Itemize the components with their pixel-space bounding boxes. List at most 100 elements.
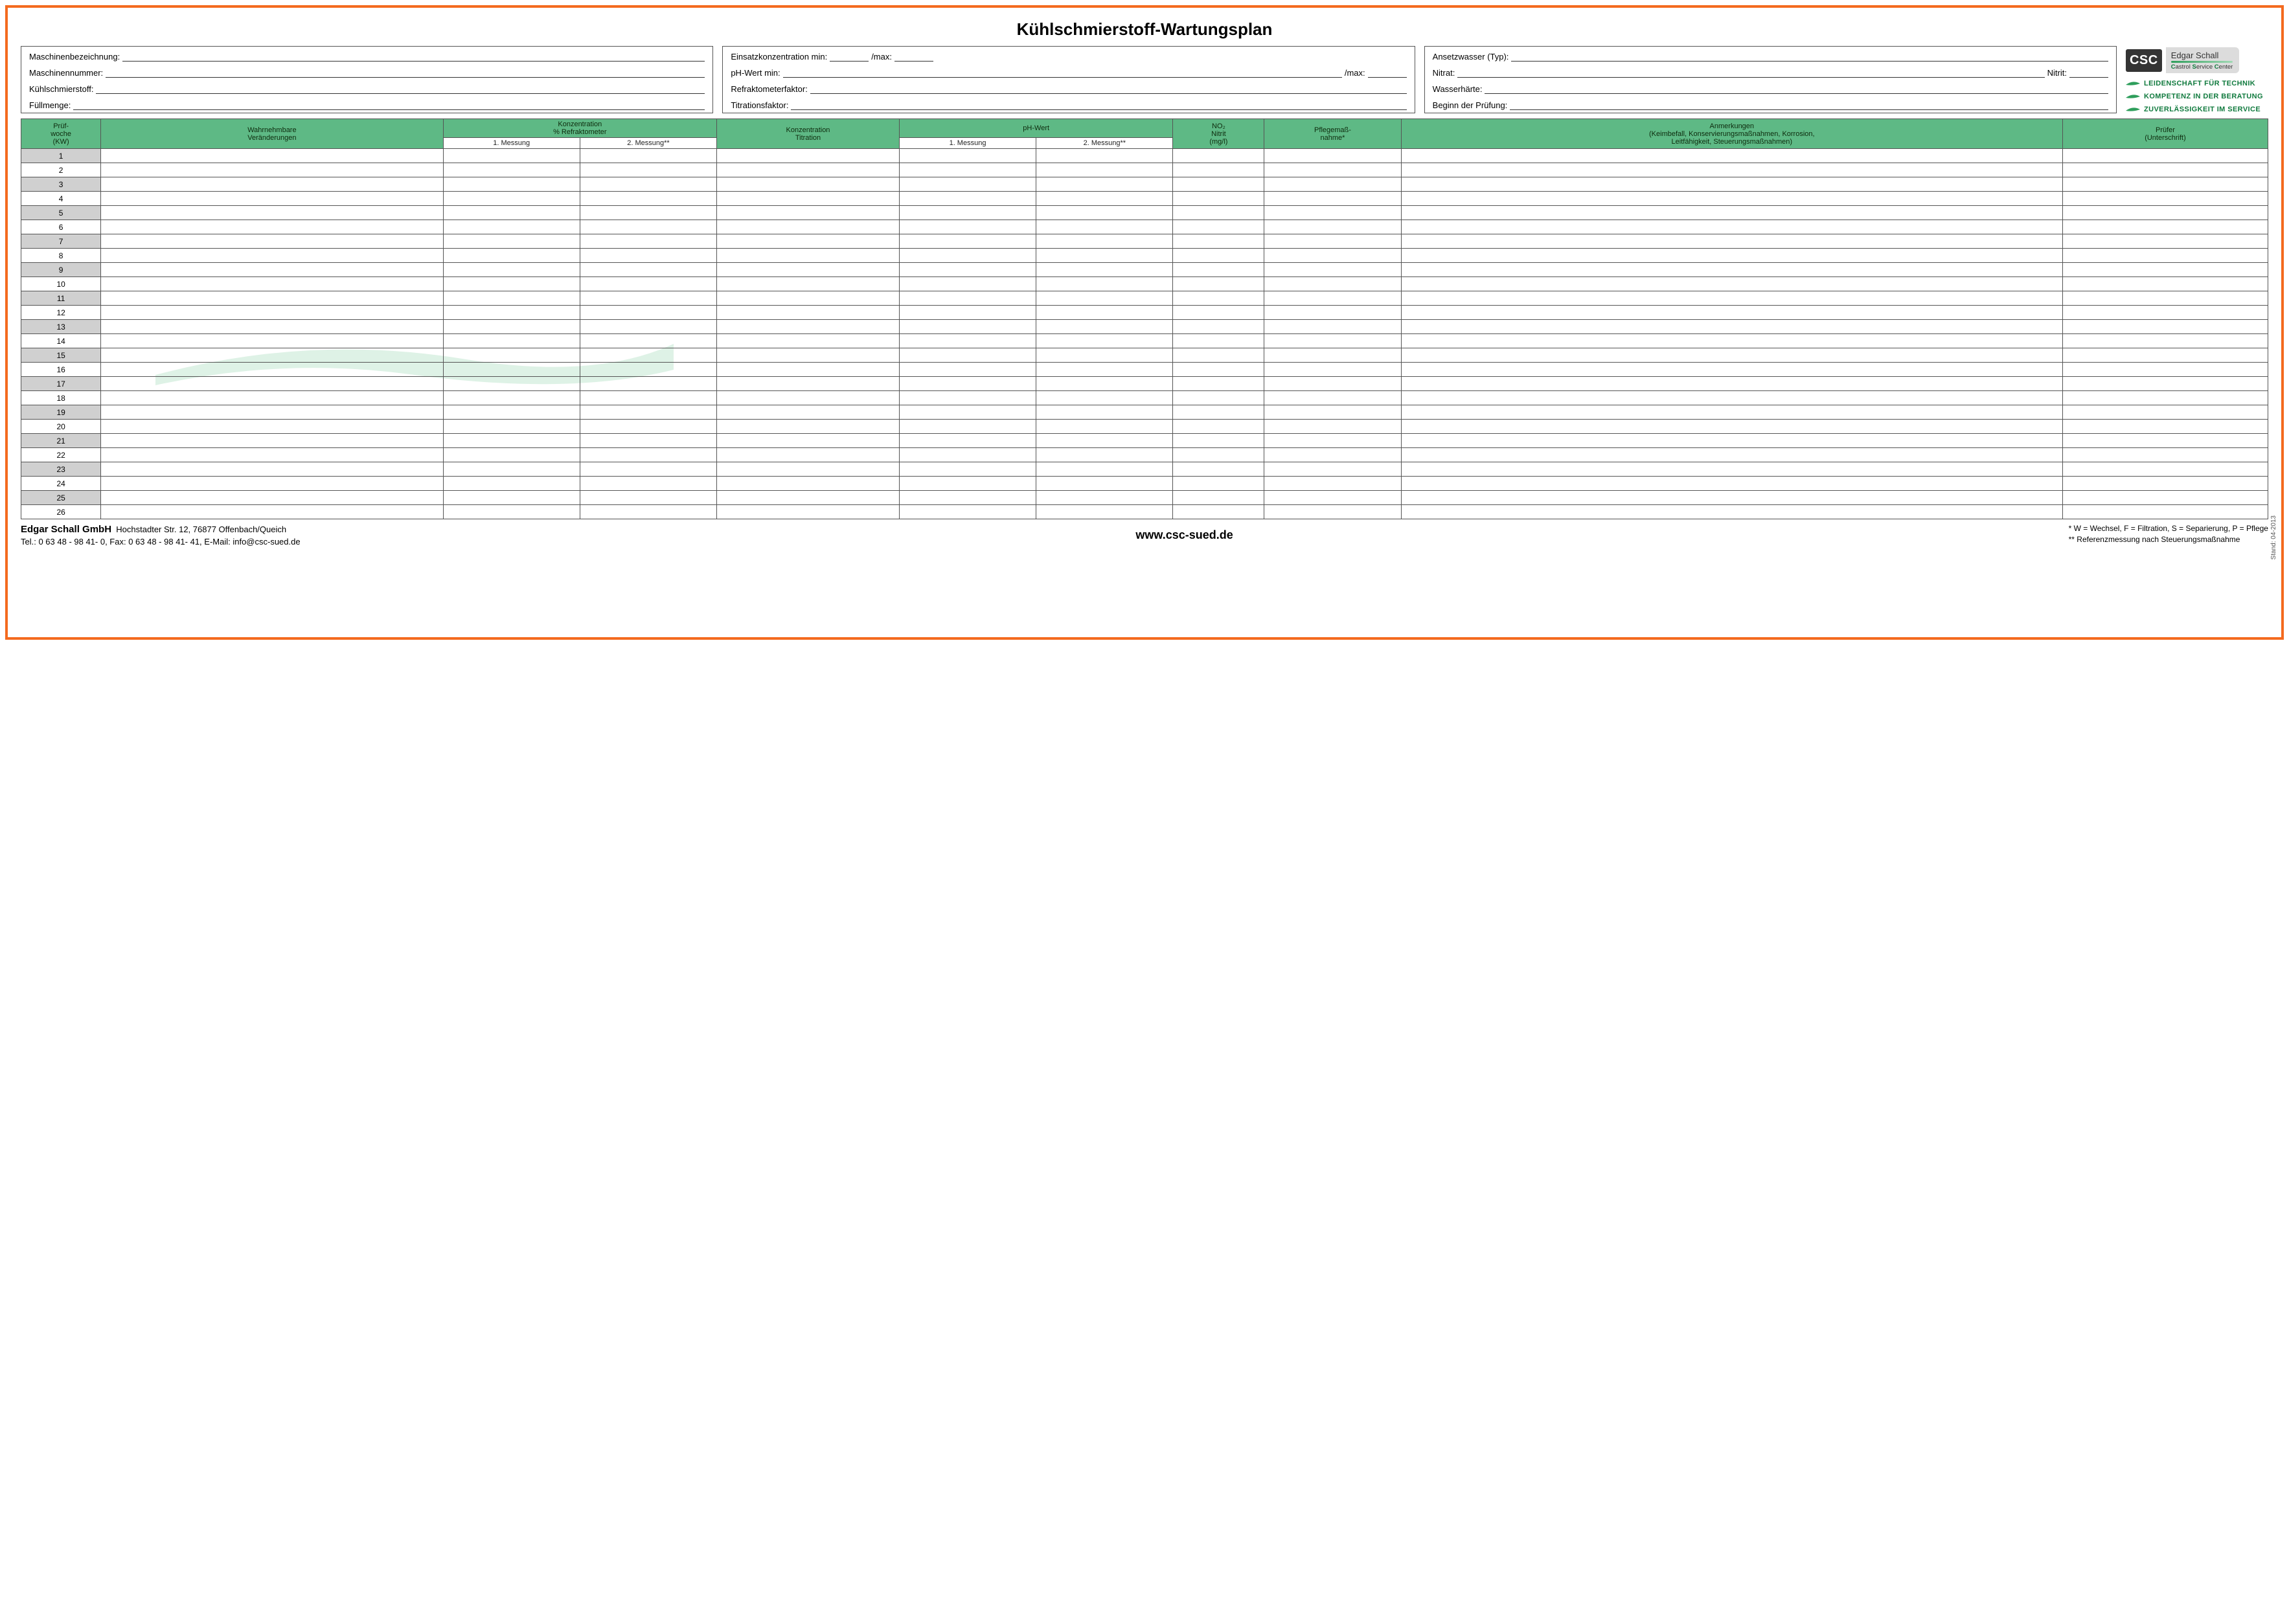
empty-cell	[443, 220, 580, 234]
empty-cell	[443, 249, 580, 263]
empty-cell	[1401, 505, 2062, 519]
empty-cell	[1036, 505, 1173, 519]
empty-cell	[717, 206, 900, 220]
empty-cell	[443, 291, 580, 306]
footnote-1: * W = Wechsel, F = Filtration, S = Separ…	[2069, 523, 2268, 534]
page-title: Kühlschmierstoff-Wartungsplan	[21, 19, 2268, 39]
empty-cell	[2062, 291, 2268, 306]
empty-cell	[1264, 263, 1401, 277]
empty-cell	[443, 448, 580, 462]
csc-right: Edgar Schall Castrol Service Center	[2166, 47, 2240, 73]
empty-cell	[1036, 220, 1173, 234]
empty-cell	[443, 462, 580, 477]
empty-cell	[2062, 491, 2268, 505]
empty-cell	[101, 462, 443, 477]
empty-cell	[1264, 220, 1401, 234]
empty-cell	[580, 234, 716, 249]
empty-cell	[1401, 391, 2062, 405]
empty-cell	[101, 263, 443, 277]
empty-cell	[1173, 377, 1264, 391]
empty-cell	[1401, 177, 2062, 192]
empty-cell	[717, 334, 900, 348]
empty-cell	[717, 391, 900, 405]
table-row: 12	[21, 306, 2268, 320]
csc-subtitle: Castrol Service Center	[2171, 63, 2233, 71]
empty-cell	[899, 291, 1036, 306]
table-row: 23	[21, 462, 2268, 477]
empty-cell	[717, 448, 900, 462]
empty-cell	[1173, 306, 1264, 320]
empty-cell	[1264, 505, 1401, 519]
empty-cell	[101, 391, 443, 405]
table-row: 22	[21, 448, 2268, 462]
empty-cell	[1401, 220, 2062, 234]
empty-cell	[1264, 462, 1401, 477]
empty-cell	[580, 420, 716, 434]
blank-line	[1457, 69, 2044, 78]
swoosh-icon	[2126, 107, 2140, 112]
column-subheader: 1. Messung	[443, 138, 580, 149]
empty-cell	[899, 163, 1036, 177]
table-row: 7	[21, 234, 2268, 249]
empty-cell	[2062, 420, 2268, 434]
table-row: 21	[21, 434, 2268, 448]
table-row: 3	[21, 177, 2268, 192]
kw-cell: 9	[21, 263, 101, 277]
empty-cell	[580, 306, 716, 320]
empty-cell	[1036, 434, 1173, 448]
empty-cell	[1173, 177, 1264, 192]
empty-cell	[2062, 434, 2268, 448]
empty-cell	[101, 334, 443, 348]
empty-cell	[580, 249, 716, 263]
empty-cell	[1401, 263, 2062, 277]
empty-cell	[443, 334, 580, 348]
table-row: 25	[21, 491, 2268, 505]
kw-cell: 15	[21, 348, 101, 363]
table-row: 24	[21, 477, 2268, 491]
kw-cell: 19	[21, 405, 101, 420]
empty-cell	[899, 249, 1036, 263]
empty-cell	[101, 420, 443, 434]
label-titrationsfaktor: Titrationsfaktor:	[731, 100, 788, 110]
tagline-text: LEIDENSCHAFT FÜR TECHNIK	[2144, 80, 2255, 87]
empty-cell	[101, 306, 443, 320]
table-row: 1	[21, 149, 2268, 163]
empty-cell	[580, 377, 716, 391]
empty-cell	[1173, 405, 1264, 420]
empty-cell	[1401, 434, 2062, 448]
empty-cell	[1264, 334, 1401, 348]
column-subheader: 1. Messung	[899, 138, 1036, 149]
empty-cell	[443, 505, 580, 519]
empty-cell	[2062, 405, 2268, 420]
empty-cell	[1173, 163, 1264, 177]
empty-cell	[1401, 363, 2062, 377]
tagline-text: KOMPETENZ IN DER BERATUNG	[2144, 93, 2263, 100]
empty-cell	[101, 249, 443, 263]
empty-cell	[899, 234, 1036, 249]
empty-cell	[2062, 306, 2268, 320]
empty-cell	[899, 434, 1036, 448]
blank-line	[783, 69, 1342, 78]
tagline-2: KOMPETENZ IN DER BERATUNG	[2126, 93, 2268, 100]
empty-cell	[580, 206, 716, 220]
empty-cell	[717, 505, 900, 519]
empty-cell	[717, 348, 900, 363]
table-body: 1234567891011121314151617181920212223242…	[21, 149, 2268, 519]
footer-url: www.csc-sued.de	[1135, 528, 1233, 542]
info-col-3: Ansetzwasser (Typ): Nitrat: Nitrit: Wass…	[1424, 46, 2117, 113]
empty-cell	[1264, 348, 1401, 363]
empty-cell	[2062, 234, 2268, 249]
table-row: 8	[21, 249, 2268, 263]
blank-line	[2069, 69, 2108, 78]
empty-cell	[580, 391, 716, 405]
empty-cell	[899, 320, 1036, 334]
empty-cell	[1036, 334, 1173, 348]
empty-cell	[899, 177, 1036, 192]
table-row: 6	[21, 220, 2268, 234]
kw-cell: 5	[21, 206, 101, 220]
empty-cell	[1173, 491, 1264, 505]
empty-cell	[1401, 491, 2062, 505]
empty-cell	[101, 363, 443, 377]
empty-cell	[2062, 462, 2268, 477]
blank-line	[1511, 52, 2108, 62]
